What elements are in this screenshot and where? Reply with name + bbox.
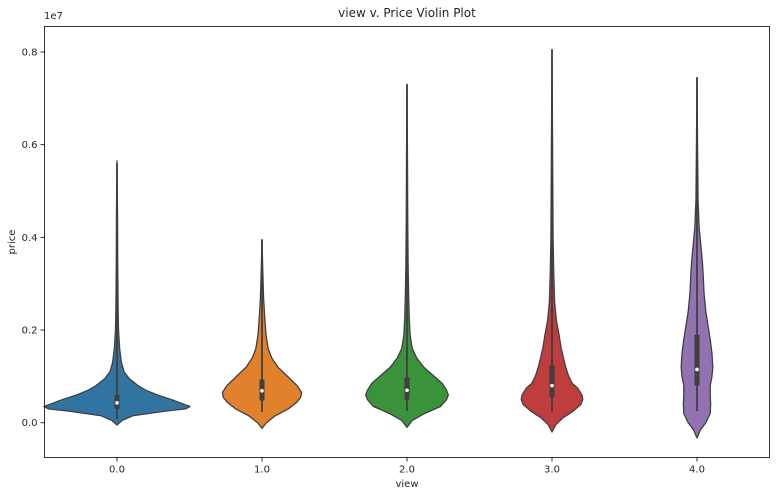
x-axis-label: view xyxy=(395,479,418,490)
x-axis-ticks: 0.0 1.0 2.0 3.0 4.0 xyxy=(109,457,705,476)
violin-median-point xyxy=(550,383,554,388)
x-tick-label: 0.0 xyxy=(109,465,125,476)
y-tick-label: 0.8 xyxy=(22,47,38,58)
x-tick-label: 2.0 xyxy=(399,465,415,476)
y-axis-label: price xyxy=(7,230,18,255)
violin-group xyxy=(520,49,584,433)
chart-title: view v. Price Violin Plot xyxy=(338,6,476,20)
violin-group xyxy=(221,239,303,429)
plot-area xyxy=(43,49,714,439)
violin-median-point xyxy=(115,401,119,405)
violin-group xyxy=(43,160,191,426)
y-tick-label: 0.4 xyxy=(22,233,38,244)
x-tick-label: 1.0 xyxy=(254,465,270,476)
violin-group xyxy=(364,83,450,429)
y-tick-label: 0.0 xyxy=(22,418,38,429)
x-tick-label: 4.0 xyxy=(689,465,705,476)
y-tick-label: 0.6 xyxy=(22,140,38,151)
y-tick-label: 0.2 xyxy=(22,326,38,337)
violin-median-point xyxy=(405,388,409,393)
violin-median-point xyxy=(695,367,699,372)
y-axis-ticks: 0.0 0.2 0.4 0.6 0.8 xyxy=(22,47,45,429)
violin-group xyxy=(680,76,714,439)
y-axis-offset-text: 1e7 xyxy=(44,11,63,22)
violin-median-point xyxy=(260,388,264,393)
x-tick-label: 3.0 xyxy=(544,465,560,476)
